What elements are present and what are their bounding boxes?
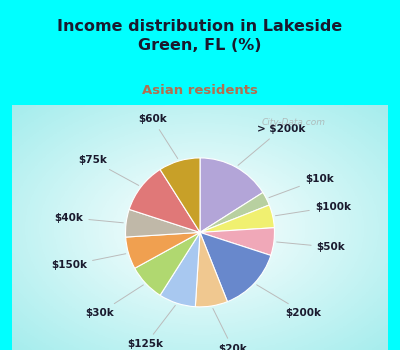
Text: $60k: $60k [138,114,178,159]
Wedge shape [200,193,269,232]
Text: $100k: $100k [276,202,351,216]
Text: $40k: $40k [54,213,123,223]
Wedge shape [200,205,274,232]
Wedge shape [135,232,200,295]
Wedge shape [160,232,200,307]
Text: $75k: $75k [78,155,139,186]
Text: > $200k: > $200k [238,124,305,165]
Wedge shape [126,232,200,268]
Wedge shape [195,232,228,307]
Text: City-Data.com: City-Data.com [262,118,326,127]
Wedge shape [129,169,200,232]
Wedge shape [200,158,263,232]
Wedge shape [200,228,274,255]
Text: $30k: $30k [86,285,143,318]
Text: $50k: $50k [277,242,346,252]
Text: $10k: $10k [269,174,334,198]
Text: Income distribution in Lakeside
Green, FL (%): Income distribution in Lakeside Green, F… [57,19,343,52]
Text: $150k: $150k [51,254,126,270]
Text: $200k: $200k [257,285,322,318]
Text: $125k: $125k [128,306,175,349]
Text: Asian residents: Asian residents [142,84,258,97]
Wedge shape [160,158,200,232]
Wedge shape [200,232,271,302]
Wedge shape [126,209,200,237]
Text: $20k: $20k [213,308,247,350]
